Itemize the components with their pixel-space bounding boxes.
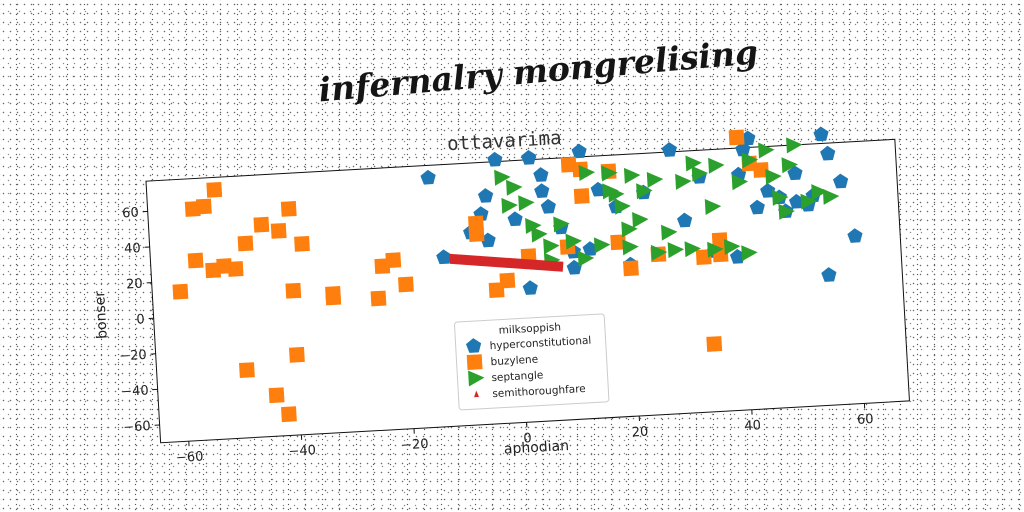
- x-tick-label: −60: [176, 449, 204, 466]
- data-point: [468, 216, 484, 232]
- data-point: [188, 253, 204, 269]
- data-point: [285, 283, 301, 299]
- data-point: [371, 291, 387, 307]
- y-tick-label: 40: [124, 241, 141, 257]
- data-point: [289, 347, 305, 363]
- y-tick-label: −20: [119, 348, 147, 365]
- x-tick-label: −20: [401, 437, 429, 454]
- x-tick-label: 40: [744, 418, 761, 434]
- data-point: [294, 236, 310, 252]
- y-tick-label: 60: [122, 205, 139, 221]
- data-point: [281, 201, 297, 217]
- data-point: [173, 284, 189, 300]
- data-point: [813, 126, 829, 141]
- y-tick-label: −40: [121, 383, 149, 400]
- legend: milksoppish hyperconstitutionalbuzylenes…: [454, 314, 609, 410]
- data-point: [253, 217, 269, 233]
- data-point: [228, 261, 244, 277]
- data-point: [325, 290, 341, 306]
- data-point: [269, 387, 285, 403]
- data-point: [385, 252, 401, 268]
- data-point: [499, 273, 515, 289]
- x-axis-label: aphodian: [504, 438, 570, 458]
- x-tick-label: −40: [288, 443, 316, 460]
- data-point: [574, 188, 590, 204]
- data-point: [623, 260, 639, 276]
- data-point: [238, 236, 254, 252]
- y-axis-label: bonser: [92, 290, 111, 339]
- y-tick-label: −60: [123, 419, 151, 436]
- data-point: [271, 223, 287, 239]
- data-point: [281, 406, 297, 422]
- x-tick-label: 20: [631, 425, 648, 441]
- data-point: [239, 362, 255, 378]
- data-point: [706, 336, 722, 352]
- data-point: [729, 130, 745, 146]
- data-point: [398, 277, 414, 293]
- data-point: [196, 199, 212, 215]
- x-tick-label: 60: [857, 412, 874, 428]
- y-tick-label: 0: [136, 312, 145, 327]
- y-tick-label: 20: [126, 277, 143, 293]
- chart-title: ottavarima: [447, 127, 562, 155]
- legend-marker-buzylene: [467, 354, 483, 370]
- data-point: [206, 182, 222, 198]
